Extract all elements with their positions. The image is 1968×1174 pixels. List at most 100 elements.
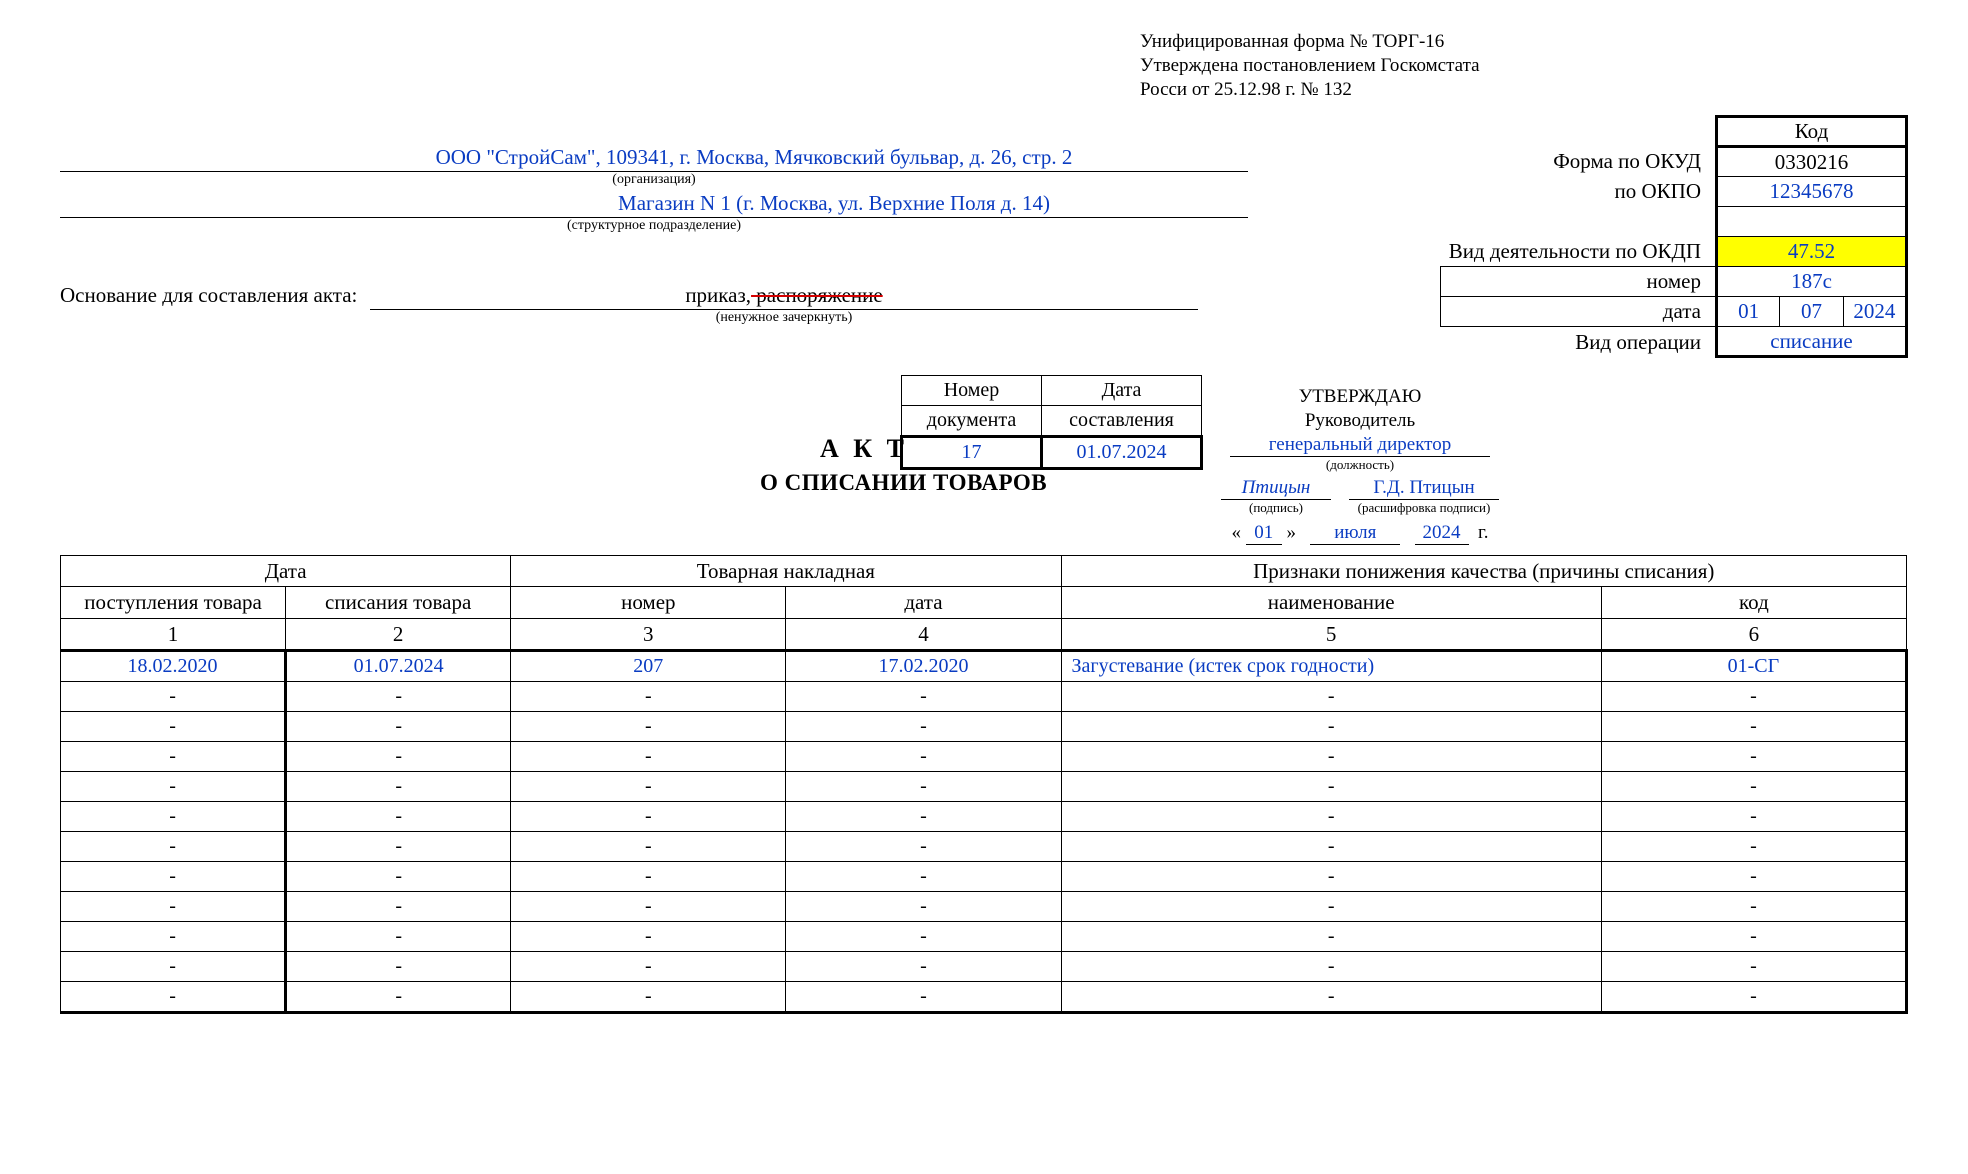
form-note-line3: Росси от 25.12.98 г. № 132 bbox=[1140, 78, 1920, 102]
table-cell: - bbox=[511, 711, 786, 741]
table-cell: - bbox=[786, 681, 1061, 711]
table-cell: - bbox=[786, 921, 1061, 951]
th-c1: поступления товара bbox=[61, 587, 286, 618]
table-cell: - bbox=[61, 831, 286, 861]
date-month: 07 bbox=[1780, 297, 1843, 327]
docdate-h2: составления bbox=[1042, 406, 1202, 437]
table-cell: - bbox=[286, 771, 511, 801]
table-cell: - bbox=[1061, 831, 1601, 861]
form-note-line1: Унифицированная форма № ТОРГ-16 bbox=[1140, 30, 1920, 54]
table-row: ------ bbox=[61, 981, 1907, 1012]
table-cell: - bbox=[1601, 771, 1906, 801]
approve-h1: УТВЕРЖДАЮ bbox=[1215, 385, 1505, 409]
th-c3: номер bbox=[511, 587, 786, 618]
approve-sign-cap: (подпись) bbox=[1221, 500, 1331, 516]
oper-label: Вид операции bbox=[1441, 327, 1717, 357]
table-cell: - bbox=[786, 801, 1061, 831]
th-c2: списания товара bbox=[286, 587, 511, 618]
table-cell: - bbox=[1061, 861, 1601, 891]
okpo-value: 12345678 bbox=[1717, 177, 1907, 207]
table-cell: - bbox=[286, 861, 511, 891]
form-note: Унифицированная форма № ТОРГ-16 Утвержде… bbox=[1140, 30, 1920, 101]
table-cell: - bbox=[511, 831, 786, 861]
table-cell: - bbox=[61, 891, 286, 921]
table-cell: 207 bbox=[511, 650, 786, 681]
approve-name-cap: (расшифровка подписи) bbox=[1349, 500, 1499, 516]
th-reason: Признаки понижения качества (причины спи… bbox=[1061, 556, 1906, 587]
table-cell: - bbox=[786, 981, 1061, 1012]
table-row: ------ bbox=[61, 681, 1907, 711]
org-name: ООО "СтройСам", 109341, г. Москва, Мячко… bbox=[300, 144, 1208, 170]
table-cell: - bbox=[1061, 891, 1601, 921]
table-cell: - bbox=[511, 771, 786, 801]
docnum-value: 17 bbox=[902, 437, 1042, 469]
table-row: ------ bbox=[61, 951, 1907, 981]
table-row: ------ bbox=[61, 801, 1907, 831]
table-cell: - bbox=[511, 981, 786, 1012]
approve-position: генеральный директор bbox=[1230, 433, 1490, 458]
table-body: 18.02.202001.07.202420717.02.2020Загусте… bbox=[61, 650, 1907, 1012]
th-n1: 1 bbox=[61, 618, 286, 650]
table-cell: - bbox=[786, 891, 1061, 921]
blank-row bbox=[1717, 207, 1907, 237]
table-cell: - bbox=[1061, 711, 1601, 741]
table-cell: - bbox=[1601, 831, 1906, 861]
table-cell: - bbox=[511, 681, 786, 711]
date-day: 01 bbox=[1717, 297, 1780, 327]
q2: » bbox=[1287, 522, 1297, 543]
table-row: ------ bbox=[61, 861, 1907, 891]
table-cell: - bbox=[1601, 951, 1906, 981]
table-cell: - bbox=[511, 801, 786, 831]
table-cell: - bbox=[61, 711, 286, 741]
table-cell: - bbox=[1061, 801, 1601, 831]
table-cell: - bbox=[511, 921, 786, 951]
table-row: ------ bbox=[61, 741, 1907, 771]
th-n2: 2 bbox=[286, 618, 511, 650]
th-n4: 4 bbox=[786, 618, 1061, 650]
number-value: 187с bbox=[1717, 267, 1907, 297]
okud-value: 0330216 bbox=[1717, 147, 1907, 177]
table-cell: - bbox=[286, 891, 511, 921]
oper-value: списание bbox=[1717, 327, 1907, 357]
table-cell: - bbox=[286, 981, 511, 1012]
q1: « bbox=[1232, 522, 1242, 543]
table-cell: - bbox=[1601, 741, 1906, 771]
table-cell: - bbox=[286, 951, 511, 981]
docnum-h2: документа bbox=[902, 406, 1042, 437]
basis-label: Основание для составления акта: bbox=[60, 282, 357, 308]
fill-lines: ООО "СтройСам", 109341, г. Москва, Мячко… bbox=[60, 140, 1628, 324]
header-area: Код Форма по ОКУД 0330216 по ОКПО 123456… bbox=[60, 115, 1908, 375]
approve-name: Г.Д. Птицын bbox=[1349, 476, 1499, 501]
table-cell: - bbox=[1601, 981, 1906, 1012]
th-n3: 3 bbox=[511, 618, 786, 650]
th-c4: дата bbox=[786, 587, 1061, 618]
mid-area: Номер Дата документа составления 17 01.0… bbox=[60, 375, 1908, 525]
table-cell: - bbox=[1061, 981, 1601, 1012]
approve-h2: Руководитель bbox=[1215, 409, 1505, 433]
basis-caption: (ненужное зачеркнуть) bbox=[370, 309, 1198, 327]
approve-year: 2024 bbox=[1415, 521, 1469, 546]
docdate-value: 01.07.2024 bbox=[1042, 437, 1202, 469]
table-cell: - bbox=[1601, 861, 1906, 891]
table-cell: - bbox=[61, 801, 286, 831]
docdate-h1: Дата bbox=[1042, 376, 1202, 406]
table-cell: 18.02.2020 bbox=[61, 650, 286, 681]
table-cell: Загустевание (истек срок годности) bbox=[1061, 650, 1601, 681]
okdp-value: 47.52 bbox=[1717, 237, 1907, 267]
table-cell: - bbox=[286, 921, 511, 951]
code-header: Код bbox=[1717, 117, 1907, 147]
main-table: Дата Товарная накладная Признаки понижен… bbox=[60, 555, 1908, 1014]
table-cell: - bbox=[1601, 681, 1906, 711]
table-cell: - bbox=[511, 741, 786, 771]
table-cell: - bbox=[511, 951, 786, 981]
table-cell: - bbox=[286, 831, 511, 861]
table-cell: - bbox=[1601, 711, 1906, 741]
table-cell: - bbox=[786, 741, 1061, 771]
table-row: ------ bbox=[61, 891, 1907, 921]
table-row: ------ bbox=[61, 831, 1907, 861]
page: Унифицированная форма № ТОРГ-16 Утвержде… bbox=[0, 0, 1968, 1054]
doc-box: Номер Дата документа составления 17 01.0… bbox=[900, 375, 1203, 470]
table-cell: - bbox=[1061, 921, 1601, 951]
table-row: ------ bbox=[61, 771, 1907, 801]
approve-month: июля bbox=[1310, 521, 1400, 546]
